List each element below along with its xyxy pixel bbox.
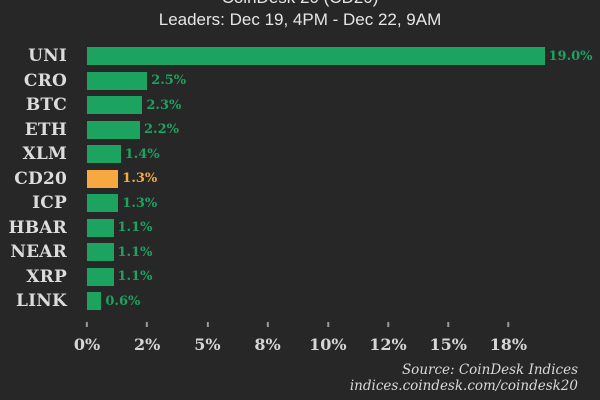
value-label: 1.1% — [117, 269, 153, 285]
category-label: CRO — [23, 70, 67, 91]
value-label: 1.1% — [117, 220, 153, 236]
value-label: 2.3% — [146, 97, 182, 113]
bar-row: HBAR 1.1% — [0, 216, 600, 241]
bar-row: XLM 1.4% — [0, 142, 600, 167]
category-label: CD20 — [14, 168, 67, 189]
bar-hbar[interactable] — [87, 218, 114, 237]
category-label: ETH — [24, 119, 67, 140]
tick-mark — [86, 322, 88, 327]
bar-row: XRP 1.1% — [0, 265, 600, 290]
value-label: 1.4% — [124, 146, 160, 162]
tick-mark — [206, 322, 209, 327]
bar-chart: UNI 19.0% CRO 2.5% BTC 2.3% ETH 2.2% XLM 1.4% CD20… — [0, 44, 600, 314]
bar-row: CD20 1.3% — [0, 167, 600, 192]
source-attribution: Source: CoinDesk Indices — [401, 362, 578, 378]
x-tick: 2% — [134, 322, 160, 354]
x-tick: 15% — [429, 322, 467, 354]
category-label: XLM — [22, 144, 67, 165]
chart-subtitle: Leaders: Dec 19, 4PM - Dec 22, 9AM — [158, 10, 442, 29]
value-label: 1.3% — [122, 171, 158, 187]
category-label: LINK — [15, 291, 67, 312]
tick-mark — [266, 322, 269, 327]
tick-mark — [146, 322, 149, 327]
bar-row: BTC 2.3% — [0, 93, 600, 118]
x-tick: 18% — [490, 322, 527, 354]
x-axis: 0% 2% 5% 8% 10% 12% 15% 18% — [0, 322, 600, 382]
category-label: XRP — [26, 266, 67, 287]
x-tick: 12% — [369, 322, 407, 354]
source-url: indices.coindesk.com/coindesk20 — [349, 378, 578, 394]
value-label: 2.5% — [151, 73, 187, 89]
tick-label: 18% — [489, 335, 528, 354]
bar-xlm[interactable] — [87, 145, 121, 164]
value-label: 0.6% — [105, 293, 141, 309]
x-tick: 5% — [194, 322, 221, 354]
bar-row: ICP 1.3% — [0, 191, 600, 216]
bar-eth[interactable] — [87, 120, 140, 139]
bar-row: ETH 2.2% — [0, 118, 600, 143]
bar-near[interactable] — [87, 243, 114, 262]
value-label: 19.0% — [548, 48, 593, 64]
category-label: ICP — [32, 193, 67, 214]
tick-label: 12% — [369, 335, 407, 354]
bar-row: NEAR 1.1% — [0, 240, 600, 265]
title-block: CoinDesk 20 (CD20) Leaders: Dec 19, 4PM … — [0, 0, 600, 31]
x-tick: 10% — [309, 322, 347, 354]
bar-row: LINK 0.6% — [0, 289, 600, 314]
source-block: Source: CoinDesk Indices indices.coindes… — [350, 362, 578, 394]
bar-link[interactable] — [87, 292, 102, 311]
bar-uni[interactable] — [87, 47, 545, 66]
tick-label: 8% — [254, 335, 281, 354]
tick-label: 2% — [134, 335, 161, 354]
bar-cd20[interactable] — [87, 169, 119, 188]
category-label: NEAR — [10, 242, 67, 263]
tick-mark — [387, 322, 389, 327]
bar-icp[interactable] — [87, 194, 119, 213]
value-label: 1.1% — [117, 244, 153, 260]
x-tick: 0% — [74, 322, 100, 354]
bar-cro[interactable] — [87, 71, 148, 90]
tick-label: 10% — [309, 335, 347, 354]
value-label: 2.2% — [144, 122, 179, 138]
bar-row: UNI 19.0% — [0, 44, 600, 69]
category-label: BTC — [25, 95, 67, 116]
x-tick: 8% — [254, 322, 281, 354]
bar-xrp[interactable] — [87, 267, 114, 286]
category-label: UNI — [28, 46, 67, 67]
tick-label: 15% — [429, 335, 467, 354]
tick-mark — [326, 322, 329, 327]
bar-btc[interactable] — [87, 96, 143, 115]
tick-mark — [447, 322, 450, 327]
tick-label: 0% — [73, 335, 101, 354]
value-label: 1.3% — [122, 195, 158, 211]
category-label: HBAR — [8, 217, 67, 238]
chart-title: CoinDesk 20 (CD20) — [0, 0, 600, 9]
tick-label: 5% — [194, 335, 221, 354]
bar-row: CRO 2.5% — [0, 69, 600, 94]
tick-mark — [507, 322, 510, 327]
